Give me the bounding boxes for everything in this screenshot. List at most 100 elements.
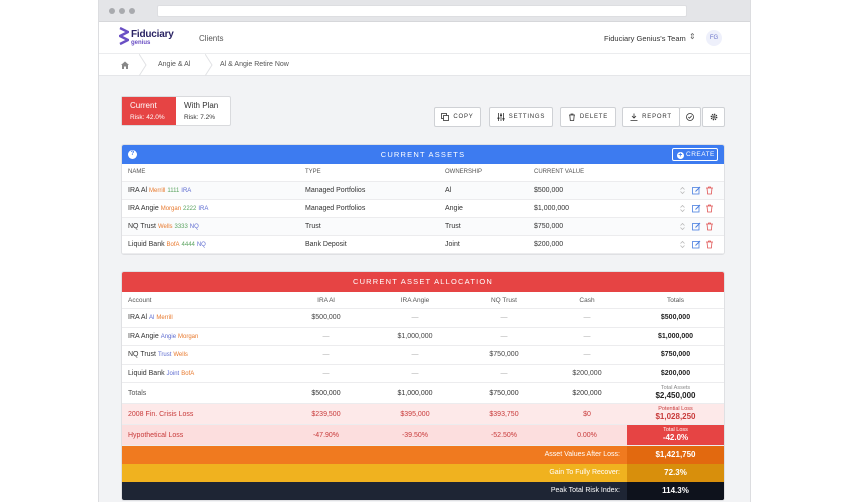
row-actions [678,240,716,250]
trash-icon[interactable] [705,186,714,195]
asset-code: IRA [198,206,209,212]
empty-cell: — [411,314,419,321]
empty-cell: — [500,332,508,340]
edit-icon[interactable] [692,204,701,213]
edit-icon[interactable] [692,186,701,195]
window-dot[interactable] [129,8,135,14]
table-row[interactable]: Liquid Bank BofA 4444 NQ Bank Deposit Jo… [122,236,724,254]
asset-number: 1111 [167,188,180,194]
window-dot[interactable] [109,8,115,14]
empty-cell: — [411,369,419,377]
table-row[interactable]: IRA Angie Morgan 2222 IRA Managed Portfo… [122,200,724,218]
avatar[interactable]: FG [706,30,722,46]
asset-owner: Al [445,187,452,194]
address-bar[interactable] [157,5,687,17]
asset-owner: Joint [445,241,460,248]
logo[interactable]: Fiduciary genius [119,27,181,49]
summary-value: 72.3% [627,464,724,482]
team-selector[interactable]: Fiduciary Genius's Team [604,34,686,43]
tab-with-plan[interactable]: With Plan Risk: 7.2% [176,97,230,125]
create-label: CREATE [686,151,715,158]
edit-icon[interactable] [692,240,701,249]
row-actions [678,204,716,214]
browser-window: Fiduciary genius Clients Fiduciary Geniu… [98,0,751,502]
asset-name: IRA Angie [128,205,159,212]
account-owner: Joint [166,370,180,377]
crisis-loss-row: 2008 Fin. Crisis Loss $239,500 $395,000 … [122,404,724,425]
row-actions [678,186,716,196]
potential-loss-label: Potential Loss [658,406,693,412]
nav-clients-link[interactable]: Clients [199,34,224,43]
total-assets-label: Total Assets [660,385,691,391]
window-dot[interactable] [119,8,125,14]
potential-loss-value: $1,028,250 [655,412,696,421]
asset-name-cell: NQ Trust Wells 3333 NQ [128,223,199,230]
account-name: NQ Trust [128,351,157,358]
account-name-cell: NQ Trust Trust Wells [128,351,188,358]
row-label: Totals [128,390,147,397]
panel-header: ? CURRENT ASSETS + CREATE [122,145,724,164]
account-name: Liquid Bank [128,369,165,377]
delete-button[interactable]: DELETE [560,107,616,127]
copy-button[interactable]: COPY [434,107,481,127]
row-total: $500,000 [660,314,691,321]
reorder-icon[interactable] [678,240,687,249]
panel-title: CURRENT ASSETS [380,150,466,159]
verify-button[interactable] [679,107,701,127]
asset-number: 2222 [183,206,197,212]
trash-icon[interactable] [705,240,714,249]
row-label: 2008 Fin. Crisis Loss [128,411,194,418]
empty-cell: — [322,332,330,340]
tab-risk: Risk: 42.0% [130,114,165,121]
reorder-icon[interactable] [678,186,687,195]
total-value: $500,000 [311,390,341,397]
table-row[interactable]: NQ Trust Wells 3333 NQ Trust Trust $750,… [122,218,724,236]
column-header: CURRENT VALUE [534,169,585,175]
copy-label: COPY [453,114,474,120]
loss-value: $395,000 [400,411,430,418]
loss-percent: -39.50% [401,432,429,439]
breadcrumb-client[interactable]: Angie & Al [158,61,191,68]
asset-name: NQ Trust [128,223,157,230]
delete-label: DELETE [579,114,609,120]
asset-value: $200,000 [534,241,564,248]
table-row: IRA Al Al Merrill $500,000 — — — $500,000 [122,309,724,328]
edit-icon[interactable] [692,222,701,231]
trash-icon[interactable] [705,204,714,213]
summary-label: Gain To Fully Recover: [549,469,620,476]
sliders-icon [497,113,505,121]
trash-icon[interactable] [705,222,714,231]
table-row: NQ Trust Trust Wells — — $750,000 — $750,00… [122,346,724,365]
allocation-value: $1,000,000 [397,332,433,340]
report-button[interactable]: REPORT [622,107,680,127]
table-row: IRA Angie Angie Morgan — $1,000,000 — — $1,… [122,327,724,346]
home-icon[interactable] [120,60,130,70]
help-icon[interactable]: ? [128,150,137,159]
create-button[interactable]: + CREATE [672,148,718,161]
table-row: Liquid Bank Joint BofA — — — $200,000 $200,… [122,364,724,383]
asset-type: Trust [305,223,321,230]
total-assets: Total Assets $2,450,000 [627,383,724,403]
account-name: IRA Al [128,314,148,321]
chevron-updown-icon[interactable]: ⇕ [689,32,696,41]
reorder-icon[interactable] [678,204,687,213]
asset-institution: Morgan [160,206,182,212]
summary-band: Gain To Fully Recover: 72.3% [122,464,724,482]
breadcrumb-plan[interactable]: Al & Angie Retire Now [220,61,289,68]
row-label: Hypothetical Loss [128,432,184,439]
table-row[interactable]: IRA Al Merrill 1111 IRA Managed Portfoli… [122,182,724,200]
gear-button[interactable] [702,107,725,127]
asset-name-cell: IRA Angie Morgan 2222 IRA [128,205,208,212]
asset-number: 3333 [174,224,188,230]
logo-text: Fiduciary [131,29,174,40]
empty-cell: — [322,351,330,358]
breadcrumb-separator-icon [205,54,213,76]
asset-value: $750,000 [534,223,564,230]
reorder-icon[interactable] [678,222,687,231]
row-total: $1,000,000 [657,332,694,340]
settings-button[interactable]: SETTINGS [489,107,553,127]
logo-mark-icon [119,27,129,46]
column-header: NAME [128,169,146,175]
tab-current[interactable]: Current Risk: 42.0% [122,97,176,125]
breadcrumb-separator-icon [139,54,147,76]
